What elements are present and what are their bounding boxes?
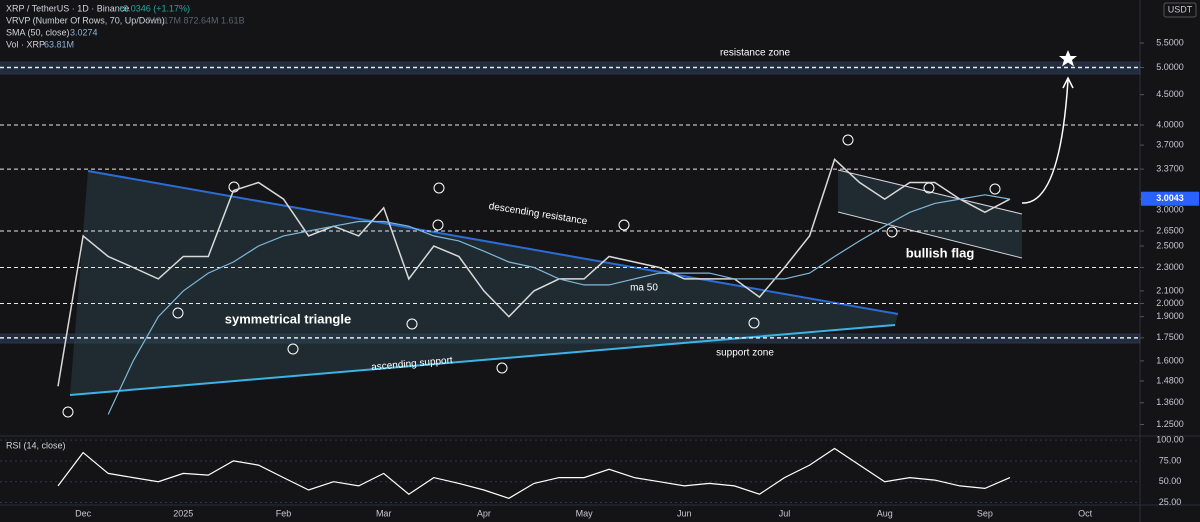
x-tick-label: 2025 (173, 508, 193, 518)
rsi-line (57, 447, 1011, 499)
x-tick-label: Dec (75, 508, 92, 518)
y-tick-label: 1.3600 (1156, 397, 1184, 407)
annotation: support zone (716, 348, 774, 359)
x-tick-label: Mar (376, 508, 392, 518)
flag-lower (837, 211, 1023, 259)
legend-vrvp: VRVP (Number Of Rows, 70, Up/Down) (6, 15, 165, 25)
x-tick-label: Sep (977, 508, 993, 518)
y-tick-label: 2.3000 (1156, 262, 1184, 272)
rsi-tick-label: 75.00 (1159, 455, 1182, 465)
descending-resistance-line (87, 170, 899, 315)
flag-fill (838, 170, 1022, 258)
currency-box (1163, 2, 1197, 18)
legend-sma-value: 3.0274 (70, 27, 98, 37)
rsi-tick-label: 25.00 (1159, 497, 1182, 507)
y-tick-label: 4.5000 (1156, 89, 1184, 99)
annotation: resistance zone (720, 48, 790, 59)
price-line (57, 158, 1011, 387)
annotation: bullish flag (906, 245, 975, 260)
arrow-head (1062, 76, 1074, 89)
y-tick-label: 1.9000 (1156, 311, 1184, 321)
projection-arrow (1021, 79, 1069, 204)
legend-title: XRP / TetherUS · 1D · Binance (6, 3, 129, 13)
rsi-tick-label: 100.00 (1156, 435, 1184, 445)
triangle-fill (70, 171, 898, 395)
y-tick-label: 2.0000 (1156, 298, 1184, 308)
annotation: ma 50 (630, 283, 658, 294)
y-tick-label: 1.7500 (1156, 332, 1184, 342)
y-tick-label: 1.6000 (1156, 355, 1184, 365)
legend-vol: Vol · XRP (6, 39, 45, 49)
target-star (1059, 50, 1077, 67)
y-tick-label: 2.1000 (1156, 285, 1184, 295)
legend-vrvp-value: 742.17M 872.64M 1.61B (146, 15, 245, 25)
y-tick-label: 2.5000 (1156, 240, 1184, 250)
y-tick-label: 1.4800 (1156, 375, 1184, 385)
x-tick-label: Oct (1078, 508, 1093, 518)
flag-upper (837, 169, 1023, 215)
currency: USDT (1168, 4, 1193, 14)
x-tick-label: Apr (477, 508, 491, 518)
x-tick-label: Jul (779, 508, 791, 518)
y-tick-label: 3.3700 (1156, 164, 1184, 174)
sma-line (107, 194, 1011, 415)
x-tick-label: Jun (677, 508, 692, 518)
last-price-box (1141, 191, 1199, 206)
rsi-tick-label: 50.00 (1159, 476, 1182, 486)
legend-change: +0.0346 (+1.17%) (118, 3, 190, 13)
annotation: symmetrical triangle (225, 311, 351, 326)
rsi-title: RSI (14, close) (6, 440, 66, 450)
x-tick-label: Feb (276, 508, 292, 518)
ascending-support-line (69, 324, 896, 396)
y-tick-label: 1.2500 (1156, 419, 1184, 429)
y-tick-label: 3.0000 (1156, 204, 1184, 214)
x-tick-label: May (576, 508, 594, 518)
y-tick-label: 2.6500 (1156, 225, 1184, 235)
legend: XRP / TetherUS · 1D · Binance +0.0346 (+… (6, 3, 245, 450)
legend-vol-value: 63.81M (44, 39, 74, 49)
legend-sma: SMA (50, close) (6, 27, 70, 37)
pivot-markers (62, 134, 1001, 418)
y-tick-label: 3.7000 (1156, 139, 1184, 149)
x-tick-label: Aug (877, 508, 893, 518)
y-tick-label: 5.5000 (1156, 37, 1184, 47)
last-price: 3.0043 (1156, 193, 1184, 203)
y-tick-label: 5.0000 (1156, 62, 1184, 72)
y-tick-label: 4.0000 (1156, 119, 1184, 129)
